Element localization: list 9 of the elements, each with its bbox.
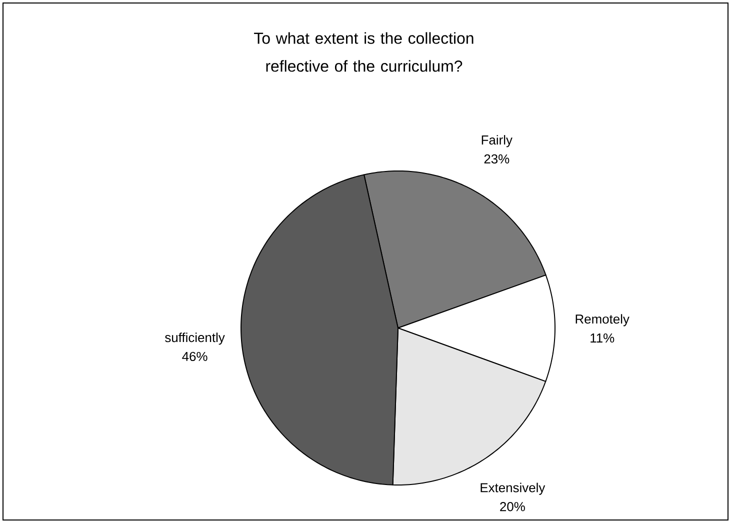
data-label: 23%	[484, 154, 510, 164]
slice-label: Fairly	[482, 135, 512, 148]
slice-label: Remotely	[576, 314, 630, 326]
slice-label: sufficiently	[165, 332, 225, 345]
chart-title: To what extent is the collection reflective of the curriculum?	[254, 32, 474, 72]
data-label: 46%	[182, 352, 208, 362]
slice-label: Extensively	[480, 482, 546, 495]
data-label: 20%	[500, 502, 525, 512]
data-label: 11%	[590, 333, 614, 343]
